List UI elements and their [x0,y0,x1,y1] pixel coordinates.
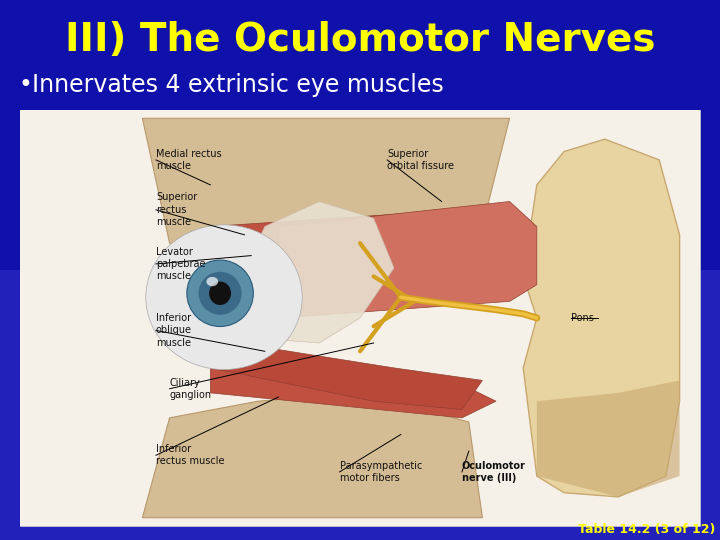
Bar [20,110,700,526]
Text: Innervates 4 extrinsic eye muscles: Innervates 4 extrinsic eye muscles [32,73,444,97]
Polygon shape [143,118,510,268]
Text: Parasympathetic
motor fibers: Parasympathetic motor fibers [340,461,422,483]
Text: Superior
orbital fissure: Superior orbital fissure [387,148,454,171]
Polygon shape [143,393,482,518]
Text: Ciliary
ganglion: Ciliary ganglion [170,377,212,400]
Text: Inferior
oblique
muscle: Inferior oblique muscle [156,313,192,348]
Ellipse shape [199,272,242,315]
Polygon shape [537,380,680,497]
Text: •: • [18,73,32,97]
Ellipse shape [187,260,253,327]
Bar [20,110,700,526]
Polygon shape [210,210,496,255]
Text: Superior
rectus
muscle: Superior rectus muscle [156,192,197,227]
Polygon shape [523,139,680,497]
Ellipse shape [145,225,302,369]
Text: Medial rectus
muscle: Medial rectus muscle [156,148,222,171]
Ellipse shape [209,281,231,305]
Polygon shape [210,339,482,409]
Polygon shape [238,201,394,343]
Bar [0,270,720,540]
Text: Table 14.2 (3 of 12): Table 14.2 (3 of 12) [577,523,715,536]
Text: Pons: Pons [571,313,594,323]
Text: III) The Oculomotor Nerves: III) The Oculomotor Nerves [65,21,655,59]
Ellipse shape [207,277,218,286]
Text: Levator
palpebrae
muscle: Levator palpebrae muscle [156,247,205,281]
Polygon shape [279,201,537,318]
Polygon shape [210,368,496,418]
Bar [0,0,720,270]
Text: Oculomotor
nerve (III): Oculomotor nerve (III) [462,461,526,483]
Text: Inferior
rectus muscle: Inferior rectus muscle [156,444,225,467]
